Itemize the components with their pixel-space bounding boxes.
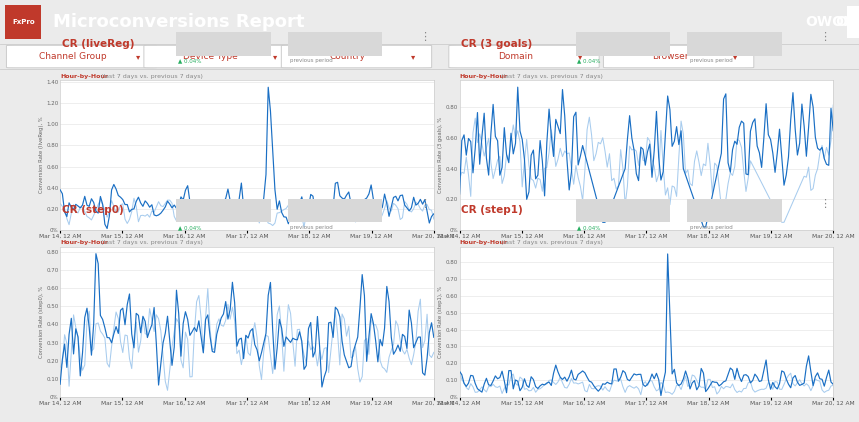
Text: ⋮: ⋮ <box>419 199 430 209</box>
Text: Hour-by-Hour: Hour-by-Hour <box>60 74 108 78</box>
Text: OWOX: OWOX <box>806 15 855 29</box>
Text: CR (step0): CR (step0) <box>62 205 124 215</box>
Text: ▾: ▾ <box>578 52 582 61</box>
Text: previous period: previous period <box>290 58 333 63</box>
Text: Device Type: Device Type <box>183 52 238 61</box>
Text: ▾: ▾ <box>136 52 140 61</box>
Text: Microconversions Report: Microconversions Report <box>53 13 305 31</box>
FancyBboxPatch shape <box>143 45 294 68</box>
Y-axis label: Conversion Rate (step0), %: Conversion Rate (step0), % <box>39 286 44 358</box>
Text: FxPro: FxPro <box>12 19 34 25</box>
Text: CR (step1): CR (step1) <box>461 205 523 215</box>
Text: (last 7 days vs. previous 7 days): (last 7 days vs. previous 7 days) <box>499 74 603 78</box>
Text: Domain: Domain <box>498 52 533 61</box>
Text: previous period: previous period <box>690 225 733 230</box>
Text: OWOX: OWOX <box>835 15 859 29</box>
Text: ▲ 0.04%: ▲ 0.04% <box>577 58 600 63</box>
FancyBboxPatch shape <box>7 45 156 68</box>
Text: ▾: ▾ <box>733 52 737 61</box>
FancyBboxPatch shape <box>281 45 431 68</box>
Text: ▾: ▾ <box>411 52 415 61</box>
Legend: Conversion Rate (liveReg), %, Conversion Rate (liveReg), % (previous 7 days): Conversion Rate (liveReg), %, Conversion… <box>126 261 368 271</box>
Text: ▾: ▾ <box>273 52 277 61</box>
FancyBboxPatch shape <box>5 5 41 39</box>
Text: previous period: previous period <box>290 225 333 230</box>
Y-axis label: Conversion Rate (3 goals), %: Conversion Rate (3 goals), % <box>438 117 443 193</box>
Legend: Conversion Rate (3 goals), %, Conversion Rate (3 goals), % (previous 7 days): Conversion Rate (3 goals), %, Conversion… <box>526 261 767 271</box>
FancyBboxPatch shape <box>847 6 859 38</box>
Text: Country: Country <box>330 52 366 61</box>
Y-axis label: Conversion Rate (liveReg), %: Conversion Rate (liveReg), % <box>39 117 44 193</box>
Text: ▲ 0.04%: ▲ 0.04% <box>577 225 600 230</box>
Text: CR (3 goals): CR (3 goals) <box>461 38 533 49</box>
Text: ⋮: ⋮ <box>819 32 830 42</box>
Y-axis label: Conversion Rate (step1), %: Conversion Rate (step1), % <box>438 286 443 358</box>
Text: ⋮: ⋮ <box>419 32 430 42</box>
Text: OWOXBI: OWOXBI <box>790 15 856 29</box>
Text: Hour-by-Hour: Hour-by-Hour <box>60 241 108 245</box>
Text: Browser: Browser <box>652 52 688 61</box>
FancyBboxPatch shape <box>603 45 753 68</box>
Text: ⋮: ⋮ <box>819 199 830 209</box>
Text: (last 7 days vs. previous 7 days): (last 7 days vs. previous 7 days) <box>100 241 204 245</box>
Text: Hour-by-Hour: Hour-by-Hour <box>460 241 508 245</box>
Text: (last 7 days vs. previous 7 days): (last 7 days vs. previous 7 days) <box>499 241 603 245</box>
FancyBboxPatch shape <box>448 45 600 68</box>
Text: ▲ 0.04%: ▲ 0.04% <box>178 225 201 230</box>
Text: (last 7 days vs. previous 7 days): (last 7 days vs. previous 7 days) <box>100 74 204 78</box>
Text: ▲ 0.04%: ▲ 0.04% <box>178 58 201 63</box>
Text: Channel Group: Channel Group <box>40 52 107 61</box>
Text: Hour-by-Hour: Hour-by-Hour <box>460 74 508 78</box>
Text: previous period: previous period <box>690 58 733 63</box>
Text: CR (liveReg): CR (liveReg) <box>62 38 134 49</box>
